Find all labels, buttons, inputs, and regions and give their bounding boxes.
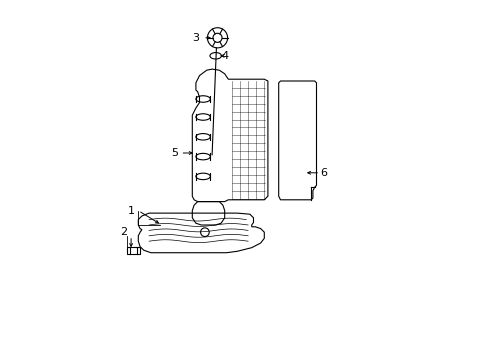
Text: 1: 1 (127, 206, 134, 216)
Text: 3: 3 (192, 33, 199, 43)
Text: 5: 5 (170, 148, 178, 158)
Text: 6: 6 (320, 168, 326, 178)
Text: 2: 2 (120, 227, 127, 237)
Text: 4: 4 (221, 51, 228, 61)
